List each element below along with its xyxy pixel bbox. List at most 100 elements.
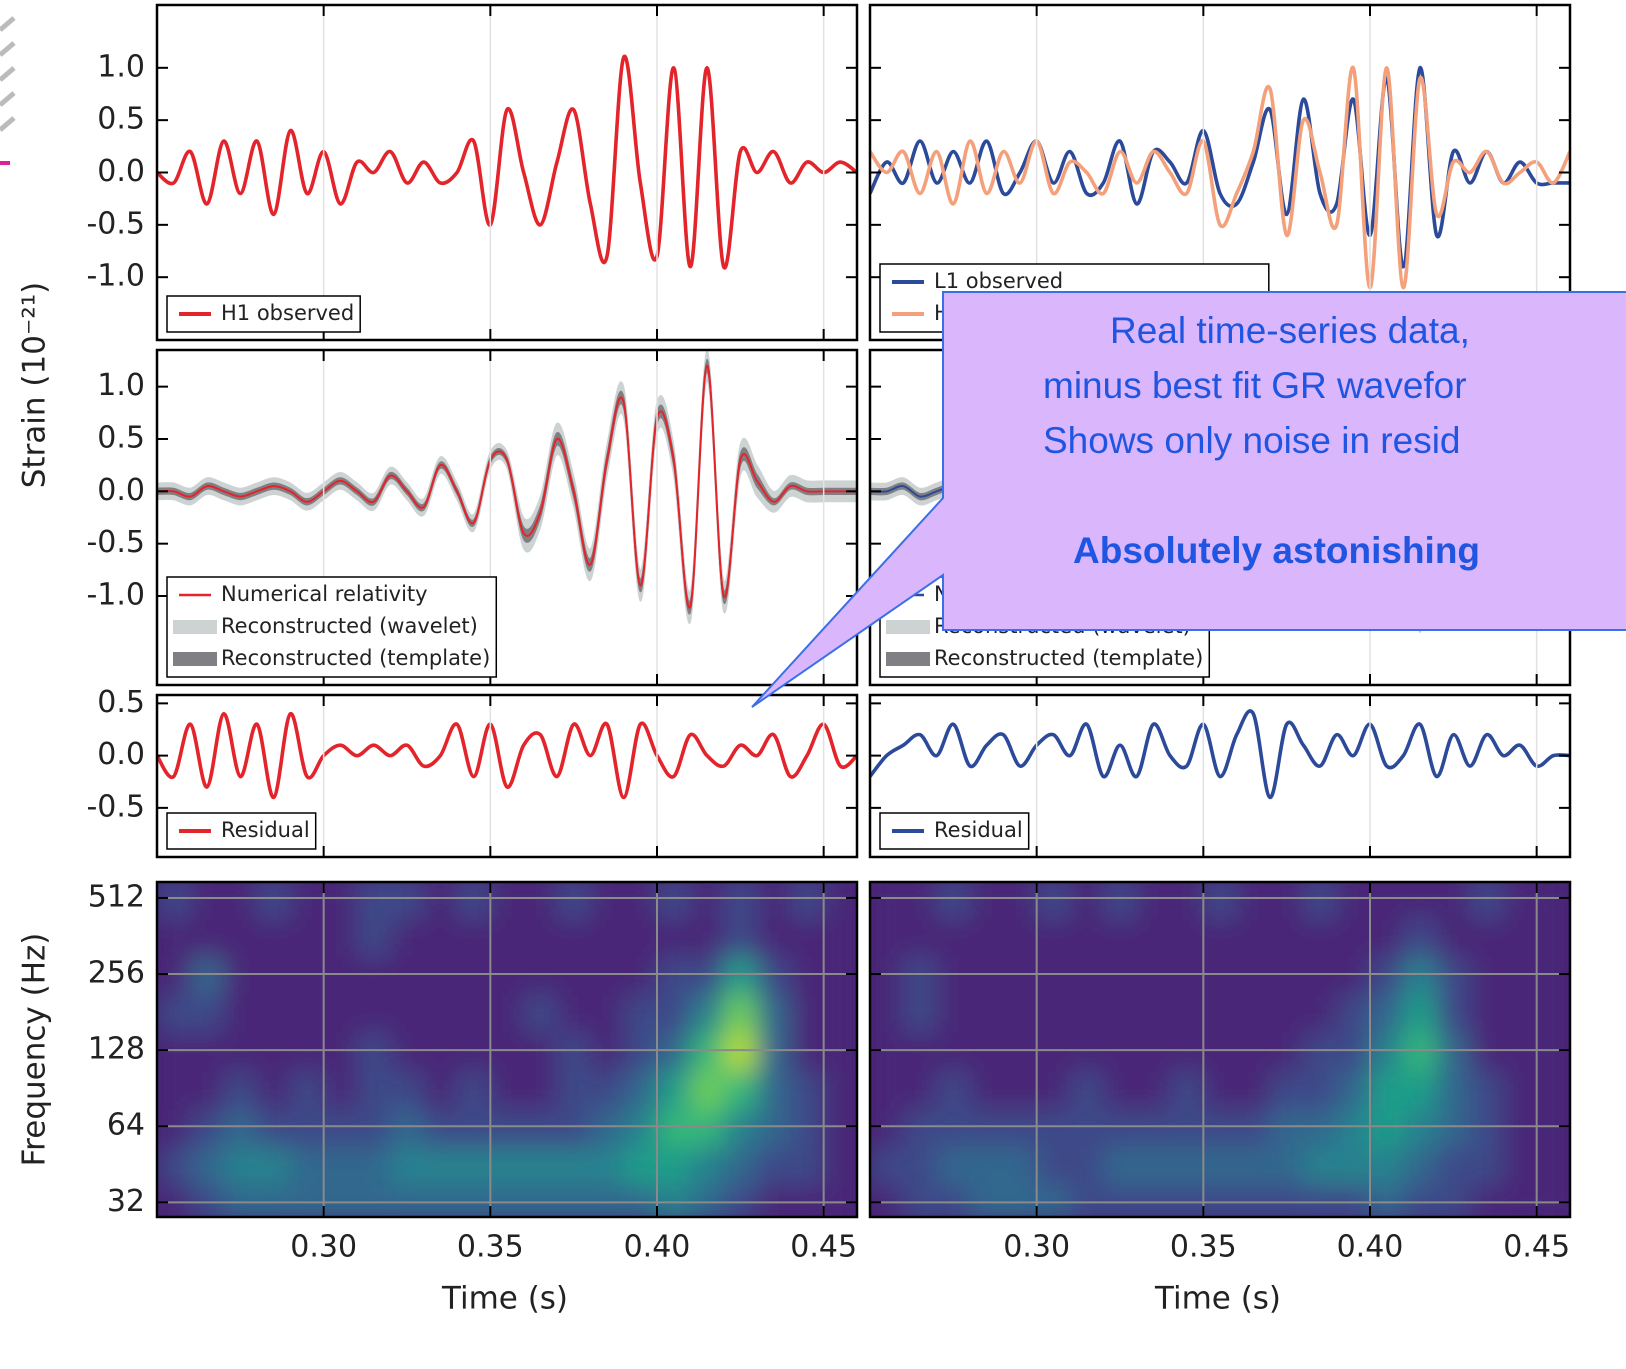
y-tick-label: 512 bbox=[88, 879, 145, 914]
heatmap-cell bbox=[357, 916, 392, 957]
y-axis-label: Strain (10⁻²¹) bbox=[17, 282, 53, 489]
heatmap-cell bbox=[1303, 1182, 1338, 1217]
heatmap-cell bbox=[1170, 1145, 1205, 1186]
heatmap-cell bbox=[623, 1182, 658, 1217]
heatmap-cell bbox=[936, 1182, 971, 1217]
heatmap-cell bbox=[1103, 882, 1138, 919]
heatmap-cell bbox=[323, 1182, 358, 1217]
heatmap-cell bbox=[1070, 916, 1105, 957]
x-tick-label: 0.40 bbox=[1337, 1230, 1404, 1265]
heatmap-cell bbox=[903, 1145, 938, 1186]
heatmap-cell bbox=[790, 1069, 825, 1110]
legend-swatch bbox=[173, 620, 217, 634]
y-tick-label: 1.0 bbox=[97, 368, 145, 403]
heatmap-cell bbox=[970, 1069, 1005, 1110]
heatmap-cell bbox=[1270, 1069, 1305, 1110]
y-tick-label: 0.5 bbox=[97, 685, 145, 720]
heatmap-cell bbox=[1003, 916, 1038, 957]
legend: Residual bbox=[879, 812, 1030, 850]
heatmap-cell bbox=[1470, 992, 1505, 1033]
heatmap-cell bbox=[257, 1182, 292, 1217]
heatmap-cell bbox=[1336, 882, 1371, 919]
x-axis-label: Time (s) bbox=[1154, 1281, 1281, 1317]
heatmap-cell bbox=[223, 1182, 258, 1217]
panel-frame bbox=[155, 3, 859, 342]
heatmap-cell bbox=[357, 1145, 392, 1186]
heatmap-cell bbox=[1270, 992, 1305, 1033]
heatmap-cell bbox=[1370, 1069, 1405, 1110]
heatmap-cell bbox=[323, 1069, 358, 1110]
heatmap-cell bbox=[390, 882, 425, 919]
heatmap-cell bbox=[690, 1069, 725, 1110]
heatmap-cell bbox=[1003, 1182, 1038, 1217]
heatmap-cell bbox=[1403, 1145, 1438, 1186]
heatmap-cell bbox=[623, 1069, 658, 1110]
heatmap-cell bbox=[557, 882, 592, 919]
heatmap-cell bbox=[1503, 916, 1538, 957]
heatmap-cell bbox=[1103, 916, 1138, 957]
heatmap-cell bbox=[490, 1145, 525, 1186]
heatmap-cell bbox=[390, 916, 425, 957]
panel: 1.0 0.5 0.0 -0.5 -1.0 H1 observed bbox=[86, 3, 859, 342]
heatmap-cell bbox=[557, 1069, 592, 1110]
heatmap-cell bbox=[723, 916, 758, 957]
heatmap-cell bbox=[457, 916, 492, 957]
heatmap-cell bbox=[290, 992, 325, 1033]
heatmap-cell bbox=[290, 1069, 325, 1110]
heatmap-cell bbox=[657, 1182, 692, 1217]
heatmap-cell bbox=[290, 882, 325, 919]
x-tick-label: 0.35 bbox=[457, 1230, 524, 1265]
heatmap-cell bbox=[1370, 992, 1405, 1033]
heatmap-cell bbox=[1303, 992, 1338, 1033]
heatmap-cell bbox=[257, 992, 292, 1033]
panel: Residual bbox=[868, 693, 1572, 859]
heatmap-cell bbox=[1336, 1145, 1371, 1186]
heatmap-cell bbox=[590, 992, 625, 1033]
heatmap-cell bbox=[390, 1145, 425, 1186]
heatmap-cell bbox=[1503, 1069, 1538, 1110]
heatmap-cell bbox=[903, 916, 938, 957]
heatmap-cell bbox=[1236, 1182, 1271, 1217]
heatmap-cell bbox=[190, 882, 225, 919]
heatmap-cell bbox=[1370, 916, 1405, 957]
heatmap-cell bbox=[970, 882, 1005, 919]
heatmap-cell bbox=[690, 916, 725, 957]
heatmap-cell bbox=[757, 992, 792, 1033]
heatmap-cell bbox=[557, 1182, 592, 1217]
heatmap-cell bbox=[290, 1145, 325, 1186]
heatmap-cell bbox=[723, 1145, 758, 1186]
heatmap-cell bbox=[823, 1069, 857, 1110]
heatmap-cell bbox=[257, 882, 292, 919]
heatmap-cell bbox=[357, 992, 392, 1033]
heatmap-cell bbox=[623, 916, 658, 957]
heatmap-cell bbox=[323, 992, 358, 1033]
heatmap-cell bbox=[1070, 882, 1105, 919]
heatmap-cell bbox=[1036, 1182, 1071, 1217]
heatmap-cell bbox=[523, 1145, 558, 1186]
heatmap-cell bbox=[823, 992, 857, 1033]
heatmap-cell bbox=[870, 882, 905, 919]
x-tick-label: 0.35 bbox=[1170, 1230, 1237, 1265]
heatmap-cell bbox=[1070, 992, 1105, 1033]
heatmap-cell bbox=[823, 882, 857, 919]
heatmap-cell bbox=[1236, 916, 1271, 957]
heatmap-cell bbox=[257, 1069, 292, 1110]
heatmap-cell bbox=[1436, 992, 1471, 1033]
heatmap-cell bbox=[936, 916, 971, 957]
heatmap-cell bbox=[870, 1145, 905, 1186]
x-axis-label: Time (s) bbox=[441, 1281, 568, 1317]
y-axis-label: Frequency (Hz) bbox=[17, 933, 53, 1167]
heatmap-cell bbox=[1270, 1182, 1305, 1217]
plot-area bbox=[870, 65, 1570, 290]
heatmap-cell bbox=[490, 882, 525, 919]
heatmap-cell bbox=[1170, 1069, 1205, 1110]
heatmap-cell bbox=[903, 992, 938, 1033]
legend-label: Numerical relativity bbox=[221, 582, 428, 606]
legend-label: H1 observed bbox=[221, 301, 354, 325]
heatmap-cell bbox=[1136, 992, 1171, 1033]
heatmap-cell bbox=[1036, 1069, 1071, 1110]
heatmap-cell bbox=[423, 1145, 458, 1186]
heatmap-cell bbox=[1370, 1145, 1405, 1186]
heatmap-cell bbox=[623, 1145, 658, 1186]
